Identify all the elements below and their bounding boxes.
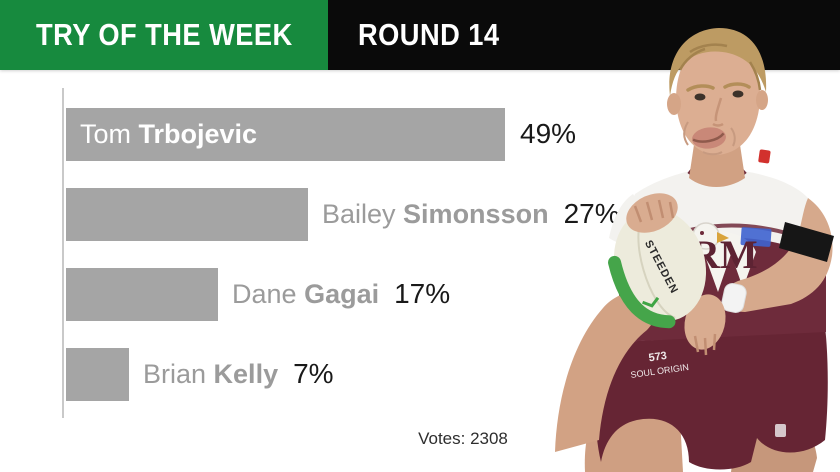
player-shorts <box>595 310 828 470</box>
poll-bar <box>66 187 308 241</box>
page-title: TRY OF THE WEEK <box>36 17 293 52</box>
jersey-sponsor-flag <box>740 227 772 247</box>
player-arm <box>725 198 833 312</box>
player-hair <box>669 28 767 96</box>
wristband <box>721 283 747 313</box>
percent-label: 7% <box>293 358 334 389</box>
poll-bar: Tom Trbojevic <box>66 107 505 161</box>
player-arm <box>555 292 656 452</box>
poll-option-row: Brian Kelly 7% <box>66 334 666 414</box>
poll-option-row: Bailey Simonsson 27% <box>66 174 666 254</box>
votes-total: Votes: 2308 <box>418 429 508 448</box>
football: STEEDEN <box>608 208 707 329</box>
poll-option-row: Dane Gagai 17% <box>66 254 666 334</box>
jersey-red-logo <box>758 149 771 164</box>
header-title-section: TRY OF THE WEEK <box>0 0 328 70</box>
bar-chart-rows: Tom Trbojevic 49% Bailey Simonsson 27% Dane … <box>66 94 666 414</box>
player-mouth <box>692 127 726 149</box>
player-name-label: Brian Kelly <box>143 358 279 389</box>
percent-label: 27% <box>563 198 620 229</box>
poll-option-row: Tom Trbojevic 49% <box>66 94 666 174</box>
player-face <box>676 42 761 155</box>
player-photo: 573 SOUL ORIGIN RM ST <box>555 28 834 472</box>
chart-axis-line <box>62 88 64 418</box>
black-armband <box>779 222 834 262</box>
player-name-label: Bailey Simonsson <box>322 198 549 229</box>
poll-bar <box>66 347 129 401</box>
round-label: ROUND 14 <box>358 17 500 52</box>
header-round-section: ROUND 14 <box>328 0 519 70</box>
percent-label: 17% <box>394 278 451 309</box>
percent-label: 49% <box>520 118 577 149</box>
player-eye <box>694 93 706 101</box>
shorts-badge <box>775 424 786 437</box>
poll-bar <box>66 267 218 321</box>
player-eye <box>732 90 744 98</box>
player-name-label: Tom Trbojevic <box>80 118 258 149</box>
player-name-label: Dane Gagai <box>232 278 380 309</box>
shorts-number-text: 573 <box>648 350 668 364</box>
player-hand <box>626 193 678 233</box>
